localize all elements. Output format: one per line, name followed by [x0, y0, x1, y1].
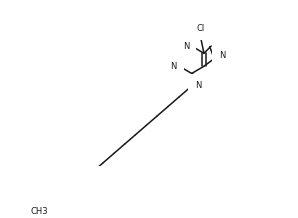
Text: N: N: [195, 80, 201, 90]
Text: N: N: [219, 51, 225, 60]
Text: N: N: [183, 42, 189, 51]
Text: N: N: [170, 62, 177, 71]
Text: CH3: CH3: [30, 207, 48, 216]
Text: Cl: Cl: [196, 24, 204, 33]
